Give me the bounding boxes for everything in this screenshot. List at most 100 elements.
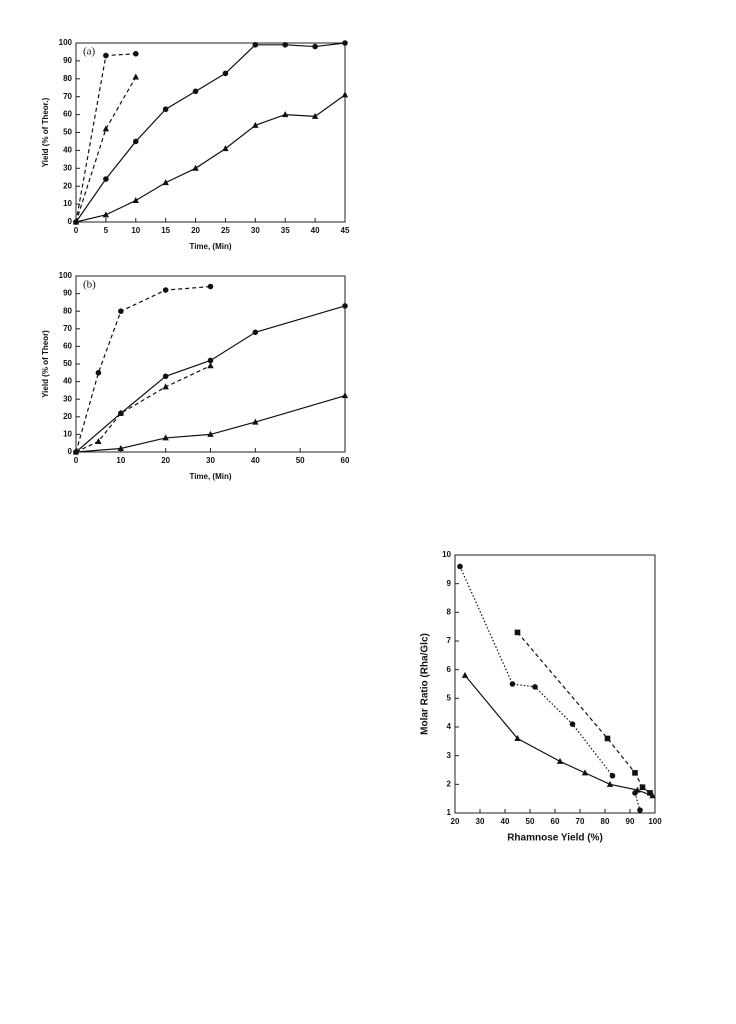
y-tick-label: 0	[68, 447, 73, 456]
marker	[509, 681, 516, 687]
x-tick-label: 70	[576, 817, 585, 826]
marker	[457, 563, 463, 570]
y-axis-label: Yield (% of Theor.)	[41, 97, 50, 167]
x-tick-label: 20	[161, 456, 170, 465]
x-tick-label: 80	[601, 817, 610, 826]
marker	[341, 91, 349, 98]
marker	[282, 41, 289, 48]
marker	[647, 790, 653, 796]
marker	[207, 283, 214, 290]
marker	[342, 303, 348, 309]
series-line	[75, 365, 211, 453]
x-tick-label: 50	[526, 817, 535, 826]
marker	[95, 437, 102, 444]
y-tick-label: 9	[447, 579, 452, 588]
y-tick-label: 10	[442, 550, 451, 559]
y-tick-label: 5	[447, 693, 452, 702]
series-line	[75, 53, 136, 223]
x-tick-label: 45	[341, 226, 350, 235]
x-tick-label: 40	[501, 817, 510, 826]
x-tick-label: 100	[648, 817, 662, 826]
marker	[252, 41, 259, 48]
y-tick-label: 80	[63, 306, 72, 315]
series-line	[75, 76, 137, 223]
x-tick-label: 5	[104, 226, 109, 235]
x-tick-label: 20	[191, 226, 200, 235]
marker	[117, 444, 125, 451]
series-line	[75, 395, 346, 453]
y-tick-label: 40	[63, 377, 72, 386]
y-tick-label: 80	[63, 74, 72, 83]
y-tick-label: 100	[59, 38, 73, 47]
y-axis-label: Molar Ratio (Rha/Glc)	[420, 633, 431, 735]
y-tick-label: 100	[59, 271, 73, 280]
marker	[632, 770, 638, 776]
marker	[132, 50, 139, 57]
marker	[341, 392, 349, 399]
series-line	[75, 42, 346, 223]
marker	[252, 329, 259, 336]
marker	[606, 780, 614, 787]
marker	[634, 786, 641, 793]
y-tick-label: 90	[63, 56, 72, 65]
marker	[162, 179, 169, 186]
marker	[649, 792, 656, 799]
x-axis-label: Time, (Min)	[189, 242, 231, 251]
x-tick-label: 25	[221, 226, 230, 235]
marker	[461, 671, 469, 678]
x-tick-label: 40	[251, 456, 260, 465]
x-tick-label: 15	[161, 226, 170, 235]
marker	[102, 211, 110, 218]
marker	[514, 629, 521, 636]
y-tick-label: 60	[63, 110, 72, 119]
marker	[604, 735, 611, 742]
marker	[162, 383, 169, 390]
x-tick-label: 10	[116, 456, 125, 465]
y-tick-label: 8	[447, 607, 452, 616]
y-tick-label: 40	[63, 146, 72, 155]
x-tick-label: 40	[311, 226, 320, 235]
marker	[609, 772, 616, 779]
y-tick-label: 70	[63, 92, 72, 101]
x-tick-label: 10	[131, 226, 140, 235]
marker	[252, 418, 259, 425]
marker	[103, 176, 109, 182]
marker	[282, 111, 289, 118]
y-tick-label: 30	[63, 394, 72, 403]
panel-label: (b)	[83, 279, 96, 291]
y-tick-label: 4	[447, 722, 452, 731]
y-tick-label: 60	[63, 342, 72, 351]
series-line	[75, 305, 346, 453]
plot-frame	[454, 554, 656, 814]
x-tick-label: 90	[626, 817, 635, 826]
series-line	[75, 94, 346, 223]
x-tick-label: 0	[74, 456, 79, 465]
marker	[207, 362, 214, 369]
x-tick-label: 60	[341, 456, 350, 465]
y-tick-label: 0	[68, 217, 73, 226]
marker	[192, 88, 199, 95]
y-tick-label: 7	[447, 636, 452, 645]
marker	[556, 757, 564, 764]
marker	[311, 112, 319, 119]
x-tick-label: 0	[74, 226, 79, 235]
y-axis-label: Yield (% of Theor)	[41, 330, 50, 398]
marker	[532, 684, 538, 690]
marker	[162, 106, 169, 113]
y-tick-label: 1	[447, 808, 452, 817]
marker	[207, 430, 214, 437]
marker	[312, 43, 318, 50]
y-tick-label: 90	[63, 289, 72, 298]
x-tick-label: 35	[281, 226, 290, 235]
marker	[222, 145, 229, 152]
series-line	[75, 285, 211, 453]
marker	[162, 287, 169, 293]
y-tick-label: 2	[447, 779, 452, 788]
series-line	[464, 675, 653, 797]
y-tick-label: 50	[63, 128, 72, 137]
marker	[637, 807, 643, 813]
marker	[639, 784, 646, 790]
x-tick-label: 30	[476, 817, 485, 826]
y-tick-label: 6	[447, 665, 452, 674]
